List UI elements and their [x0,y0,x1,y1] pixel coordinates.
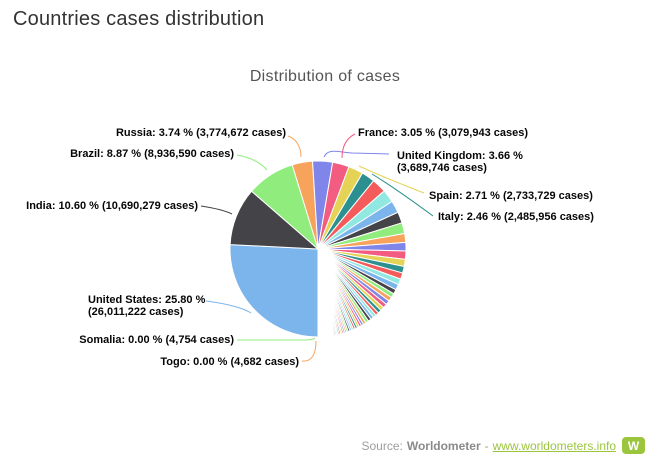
pie-connector-somalia [237,337,316,341]
pie-connector-france [341,133,356,159]
pie-label-line: France: 3.05 % (3,079,943 cases) [358,127,529,139]
pie-connector-united-kingdom [323,150,390,158]
pie-connector-brazil [236,154,268,171]
pie-label-line: (3,689,746 cases) [397,162,487,174]
pie-label-spain: Spain: 2.71 % (2,733,729 cases) [429,190,593,202]
pie-label-india: India: 10.60 % (10,690,279 cases) [26,200,198,212]
pie-connector-india [200,205,233,215]
pie-label-line: Russia: 3.74 % (3,774,672 cases) [115,127,286,139]
pie-label-russia: Russia: 3.74 % (3,774,672 cases) [116,127,286,139]
pie-label-line: Togo: 0.00 % (4,682 cases) [160,356,299,368]
source-prefix: Source: [361,438,403,453]
source-name: Worldometer [406,438,481,453]
page-title: Countries cases distribution [13,8,265,30]
source-footer: Source: Worldometer - www.worldometers.i… [361,437,645,454]
pie-label-line: India: 10.60 % (10,690,279 cases) [26,200,198,212]
source-separator: - [484,438,489,453]
source-link[interactable]: www.worldometers.info [492,438,616,453]
pie-connector-togo [301,340,317,362]
pie-label-united-kingdom: United Kingdom: 3.66 % (3,689,746 cases) [397,150,523,174]
chart-title: Distribution of cases [249,68,401,85]
pie-slice-united-states[interactable] [229,244,319,338]
pie-label-brazil: Brazil: 8.87 % (8,936,590 cases) [70,148,234,160]
pie-label-line: United States: 25.80 % [88,294,206,306]
pie-label-italy: Italy: 2.46 % (2,485,956 cases) [438,211,594,223]
pie-connector-spain [358,165,425,194]
pie-label-line: (26,011,222 cases) [88,306,184,318]
pie-connector-italy [371,173,434,217]
pie-label-line: Italy: 2.46 % (2,485,956 cases) [438,211,594,223]
pie-connector-russia [287,135,302,158]
pie-label-france: France: 3.05 % (3,079,943 cases) [358,127,528,139]
worldometer-logo-icon[interactable]: W [622,437,645,454]
pie-label-line: Spain: 2.71 % (2,733,729 cases) [429,190,593,202]
pie-label-line: United Kingdom: 3.66 % [397,150,523,162]
pie-label-united-states: United States: 25.80 % (26,011,222 cases) [88,294,205,318]
pie-label-togo: Togo: 0.00 % (4,682 cases) [160,356,299,368]
pie-label-somalia: Somalia: 0.00 % (4,754 cases) [79,334,234,346]
pie-label-line: Brazil: 8.87 % (8,936,590 cases) [70,148,234,160]
pie-connector-united-states [205,300,252,314]
pie-label-line: Somalia: 0.00 % (4,754 cases) [79,334,234,346]
